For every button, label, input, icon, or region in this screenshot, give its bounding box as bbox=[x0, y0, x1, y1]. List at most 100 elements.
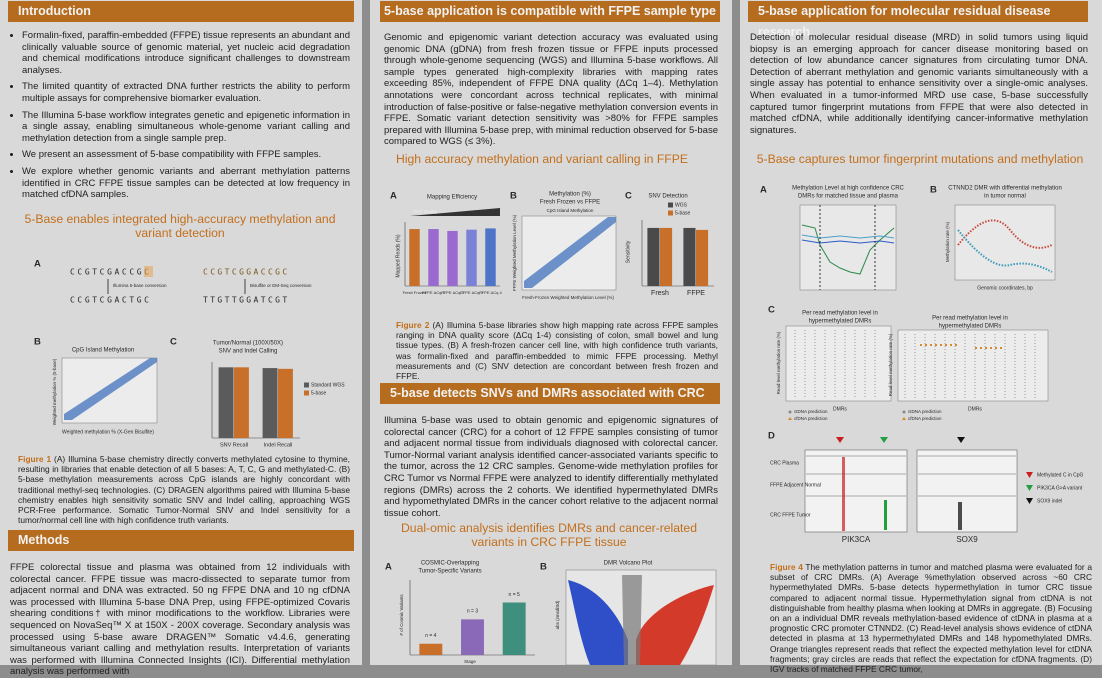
bar bbox=[696, 229, 709, 286]
banner: DNA Quality bbox=[413, 209, 438, 214]
plot-frame bbox=[799, 204, 897, 291]
legend-entry: SOX9 indel bbox=[1037, 498, 1062, 504]
plot-title: in tumor normal bbox=[984, 194, 1026, 200]
plot-title: Per read methylation level in bbox=[802, 311, 878, 317]
legend-swatch bbox=[902, 417, 906, 420]
bar bbox=[466, 229, 477, 286]
plot-title: hypermethylated DMRs bbox=[939, 324, 1002, 330]
legend-swatch bbox=[902, 410, 906, 414]
x-tick-label: FFPE bbox=[687, 290, 705, 297]
n-label: n = 5 bbox=[509, 592, 520, 598]
caption-text: (A) Illumina 5-base libraries show high … bbox=[396, 320, 719, 382]
scatter-cloud bbox=[64, 358, 157, 420]
bar bbox=[447, 230, 458, 286]
panel-label: A bbox=[34, 259, 41, 270]
conversion-label: Bisulfite or EM-Seq conversion bbox=[250, 283, 312, 288]
caption: Figure 2 (A) Illumina 5-base libraries s… bbox=[396, 320, 718, 381]
bullet: We explore whether genomic variants and … bbox=[22, 166, 350, 201]
plot-title: Mapping Efficiency bbox=[427, 195, 477, 201]
section-header: 5-base detects SNVs and DMRs associated … bbox=[380, 383, 720, 404]
column bbox=[0, 0, 362, 665]
marker bbox=[880, 437, 888, 443]
bar bbox=[234, 367, 249, 438]
indel-column bbox=[958, 502, 962, 530]
legend-entry: 5-base bbox=[311, 390, 327, 396]
bullet: The limited quantity of extracted DNA fu… bbox=[22, 81, 350, 104]
legend-swatch bbox=[304, 390, 309, 396]
plot-title: COSMIC-Overlapping bbox=[421, 561, 479, 567]
paragraph: Illumina 5-base was used to obtain genom… bbox=[384, 415, 718, 519]
plot-title: Tumor-Specific Variants bbox=[418, 569, 481, 575]
scatter-cloud bbox=[524, 217, 616, 288]
plot-frame bbox=[954, 204, 1056, 281]
intro-list: Formalin-fixed, paraffin-embedded (FFPE)… bbox=[10, 30, 350, 206]
hyper-cloud bbox=[636, 585, 714, 665]
legend-swatch bbox=[304, 382, 309, 388]
panel-label: C bbox=[768, 305, 775, 316]
plot-title: Per read methylation level in bbox=[932, 316, 1008, 322]
column bbox=[370, 0, 732, 665]
bullet: We present an assessment of 5-base compa… bbox=[22, 149, 350, 161]
panel-label: B bbox=[510, 191, 517, 202]
sequence: CCGTCGGACCGC bbox=[203, 268, 290, 277]
x-label: Fresh-Frozen Weighted Methylation Level … bbox=[522, 295, 614, 300]
paragraph: FFPE colorectal tissue and plasma was ob… bbox=[10, 562, 350, 678]
subheading: 5-Base captures tumor fingerprint mutati… bbox=[756, 152, 1084, 166]
hypo-cloud bbox=[568, 580, 628, 665]
trace bbox=[801, 234, 895, 239]
paragraph: Genomic and epigenomic variant detection… bbox=[384, 32, 718, 148]
legend-swatch bbox=[1026, 472, 1033, 478]
subheading: 5-Base enables integrated high-accuracy … bbox=[24, 212, 336, 240]
bullet: The Illumina 5-base workflow integrates … bbox=[22, 110, 350, 145]
legend-entry: PIK3CA G>A variant bbox=[1037, 485, 1083, 491]
legend-entry: Standard WGS bbox=[311, 382, 345, 388]
x-tick-label: Indel Recall bbox=[264, 442, 293, 448]
x-label: DMRs bbox=[968, 406, 982, 412]
x-tick-label: FFPE ΔCq 1 bbox=[422, 290, 445, 295]
igv-panel bbox=[916, 449, 1018, 533]
n-label: n = 4 bbox=[425, 633, 436, 639]
legend-entry: WGS bbox=[675, 202, 688, 208]
legend-swatch bbox=[1026, 498, 1033, 504]
y-label: Methylation rate (%) bbox=[945, 221, 950, 262]
caption-label: Figure 4 bbox=[770, 562, 803, 572]
x-label: Stage bbox=[464, 659, 476, 664]
trace bbox=[957, 229, 1053, 273]
legend-swatch bbox=[668, 202, 673, 208]
panel-label: A bbox=[390, 191, 397, 202]
n-label: n = 3 bbox=[467, 609, 478, 615]
panel-label: B bbox=[930, 185, 937, 196]
bar bbox=[409, 229, 420, 286]
legend-entry: Methylated C in CpG bbox=[1037, 472, 1084, 478]
plot-title: hypermethylated DMRs bbox=[809, 319, 872, 325]
x-tick-label: Fresh Frozen bbox=[403, 290, 427, 295]
bullet: Formalin-fixed, paraffin-embedded (FFPE)… bbox=[22, 30, 350, 76]
plot-title: Methylation (%) bbox=[549, 192, 591, 198]
row-label: CRC FFPE Tumor bbox=[770, 512, 811, 518]
legend-swatch bbox=[788, 410, 792, 414]
y-label: Read level methylation rate (%) bbox=[776, 331, 781, 394]
y-label: Sensitivity bbox=[625, 240, 631, 263]
bar bbox=[428, 229, 439, 286]
igv-panel bbox=[804, 449, 908, 533]
trace bbox=[957, 219, 1053, 249]
panel-label: A bbox=[760, 185, 767, 196]
sequence: CCGTCGACTGC bbox=[70, 296, 152, 305]
panel-label: C bbox=[625, 191, 632, 202]
track-dividers bbox=[806, 455, 1016, 497]
caption: Figure 1 (A) Illumina 5-base chemistry d… bbox=[18, 454, 350, 525]
ns-cloud bbox=[622, 575, 642, 665]
trace bbox=[801, 239, 895, 244]
panel-label: B bbox=[540, 562, 547, 573]
legend-swatch bbox=[1026, 485, 1033, 491]
ctdna-reads bbox=[920, 344, 1005, 349]
variant-column bbox=[884, 500, 887, 530]
legend-entry: ctDNA prediction bbox=[908, 409, 942, 414]
highlight bbox=[144, 266, 153, 277]
y-label: # of Cosmic Variants bbox=[399, 594, 404, 636]
section-header: Introduction bbox=[8, 1, 354, 22]
marker bbox=[957, 437, 965, 443]
caption-label: Figure 2 bbox=[396, 320, 430, 330]
